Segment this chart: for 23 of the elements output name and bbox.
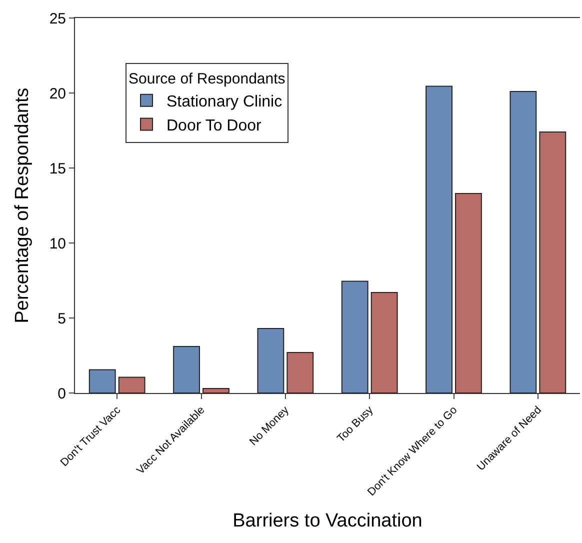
y-tick-label: 20 (49, 85, 66, 102)
bar (257, 328, 284, 393)
bar (341, 280, 368, 393)
y-tick-label: 10 (49, 235, 66, 252)
bar (173, 346, 200, 393)
bar (426, 86, 452, 393)
bar (202, 388, 230, 393)
legend-title: Source of Respondants (128, 70, 286, 88)
y-tick-label: 5 (58, 310, 66, 328)
y-tick-label: 15 (49, 160, 66, 178)
x-axis-title: Barriers to Vaccination (232, 510, 422, 532)
bar (510, 91, 537, 393)
y-tick-label: 0 (58, 385, 66, 402)
bar (118, 376, 146, 393)
bar (455, 193, 482, 393)
bar (370, 292, 398, 393)
y-tick-label: 25 (49, 10, 66, 28)
bar (539, 132, 566, 393)
bar (88, 369, 116, 393)
legend-label: Stationary Clinic (166, 94, 282, 111)
y-axis-title: Percentage of Respondants (12, 88, 34, 324)
bar (286, 352, 314, 393)
legend-label: Door To Door (166, 117, 262, 134)
